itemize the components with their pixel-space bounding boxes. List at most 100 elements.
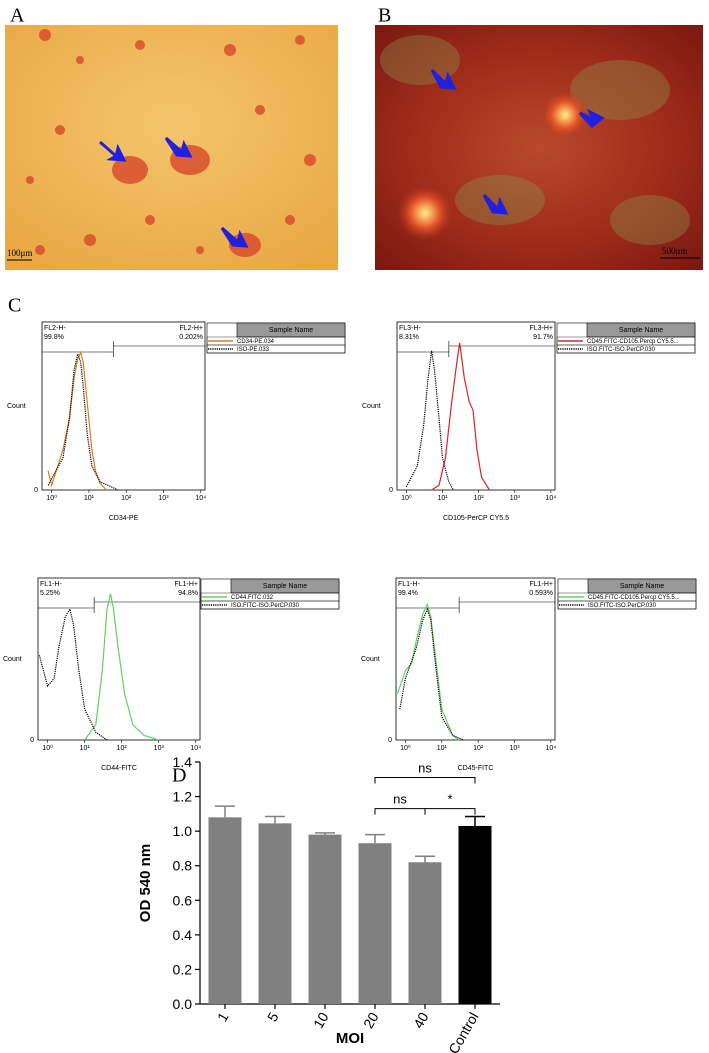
plot-frame: [37, 577, 201, 741]
gate-label: FL1-H+: [529, 581, 553, 588]
x-axis-label: CD45-FITC: [458, 765, 494, 772]
legend-label: CD44.FITC.032: [231, 595, 274, 601]
legend-label: ISO-PE.033: [237, 347, 270, 353]
x-tick-label: 10⁴: [545, 745, 556, 752]
histogram-curve: [399, 607, 464, 741]
x-tick-label: 10⁰: [42, 744, 53, 752]
y-tick-label: 0: [388, 737, 392, 744]
x-tick-label: 10³: [509, 745, 520, 752]
gate-value: 0.202%: [179, 334, 203, 341]
legend-label: CD34-PE.034: [237, 339, 275, 345]
x-tick-label: 10¹: [437, 495, 448, 502]
significance-label: ns: [418, 761, 432, 776]
plot-frame: [395, 577, 556, 741]
gate-label: FL2-H-: [44, 325, 66, 332]
y-axis-label: OD 540 nm: [137, 844, 154, 922]
gate-value: 8.31%: [399, 334, 419, 341]
plot-frame: [41, 321, 206, 491]
gate-label: FL2-H+: [179, 325, 203, 332]
bar: [408, 862, 442, 1004]
x-tick-label: 40: [410, 1009, 432, 1031]
legend-label: ISO.FITC-ISO.PerCP.030: [587, 347, 656, 353]
significance-bracket: [374, 808, 426, 815]
bar: [358, 843, 392, 1004]
bar: [208, 817, 242, 1004]
x-tick-label: 1: [214, 1009, 232, 1024]
histogram-curve: [84, 593, 159, 741]
x-tick-label: 10¹: [80, 745, 91, 752]
gate-value: 94.8%: [178, 590, 198, 597]
x-tick-label: 10⁴: [545, 495, 556, 502]
x-tick-label: 10³: [154, 745, 165, 752]
y-axis-label: Count: [362, 403, 381, 410]
y-tick-label: 0: [30, 737, 34, 744]
legend-row: [206, 344, 346, 354]
legend-header-text: Sample Name: [619, 327, 663, 334]
gate-value: 5.25%: [40, 590, 60, 597]
histogram-curve: [38, 607, 108, 741]
x-axis-label: CD105-PerCP CY5.5: [443, 515, 509, 522]
histogram-curve: [47, 351, 119, 491]
gate-label: FL1-H-: [398, 581, 420, 588]
plot-frame: [396, 321, 556, 491]
x-tick-label: Control: [445, 1010, 481, 1053]
y-tick-label: 0.8: [173, 858, 193, 874]
y-axis-label: Count: [361, 656, 380, 663]
significance-label: *: [447, 792, 452, 807]
y-tick-label: 0.0: [173, 996, 193, 1012]
panel-label: A: [10, 5, 25, 27]
legend-label: ISO.FITC-ISO.PerCP.030: [231, 603, 300, 609]
x-tick-label: 10⁰: [46, 494, 57, 502]
x-tick-label: 10¹: [84, 495, 95, 502]
significance-bracket: [374, 777, 476, 784]
x-tick-label: 10⁴: [190, 745, 201, 752]
gate-label: FL1-H+: [174, 581, 198, 588]
x-tick-label: 10³: [510, 495, 521, 502]
significance-label: ns: [393, 792, 407, 807]
legend-header-text: Sample Name: [620, 583, 664, 590]
legend-header-text: Sample Name: [269, 327, 313, 334]
legend-row: [557, 600, 697, 610]
x-tick-label: 10⁴: [195, 495, 206, 502]
x-tick-label: 10³: [158, 495, 169, 502]
x-tick-label: 10²: [117, 745, 128, 752]
gate-label: FL1-H-: [40, 581, 62, 588]
histogram-curve: [47, 350, 108, 491]
y-tick-label: 0.6: [173, 892, 193, 908]
y-tick-label: 0.4: [173, 927, 193, 943]
legend-label: ISO.FITC-ISO.PerCP.030: [588, 603, 657, 609]
histogram-curve: [396, 602, 460, 741]
legend-row: [200, 600, 340, 610]
y-tick-label: 1.0: [173, 823, 193, 839]
y-tick-label: 0: [389, 487, 393, 494]
gate-value: 0.593%: [529, 590, 553, 597]
y-tick-label: 0: [34, 487, 38, 494]
y-axis-label: Count: [3, 656, 22, 663]
gate-label: FL3-H-: [399, 325, 421, 332]
gate-value: 99.4%: [398, 590, 418, 597]
x-tick-label: 10²: [121, 495, 132, 502]
panel-label: B: [378, 5, 391, 27]
histogram-curve: [431, 342, 491, 491]
x-tick-label: 10²: [474, 495, 485, 502]
image-b: [375, 25, 703, 270]
legend-label: CD45.FITC-CD105.Percp CY5.5...: [587, 339, 679, 345]
panel-label: D: [172, 765, 186, 787]
panel-label: C: [8, 295, 21, 317]
gate-value: 91.7%: [533, 334, 553, 341]
scale-bar-label: 500μm: [662, 246, 687, 256]
x-tick-label: 10: [310, 1009, 332, 1031]
image-a: [5, 25, 338, 270]
x-axis-label: MOI: [336, 1030, 364, 1047]
bar: [458, 825, 492, 1004]
scale-bar-label: 100μm: [7, 248, 32, 258]
x-tick-label: 5: [264, 1009, 282, 1024]
histogram-curve: [405, 350, 454, 491]
legend-label: CD45.FITC-CD105.Percp CY5.5...: [588, 595, 680, 601]
x-tick-label: 20: [360, 1009, 382, 1031]
bar: [308, 834, 342, 1004]
y-tick-label: 0.2: [173, 961, 193, 977]
y-axis-label: Count: [7, 403, 26, 410]
bar: [258, 823, 292, 1004]
